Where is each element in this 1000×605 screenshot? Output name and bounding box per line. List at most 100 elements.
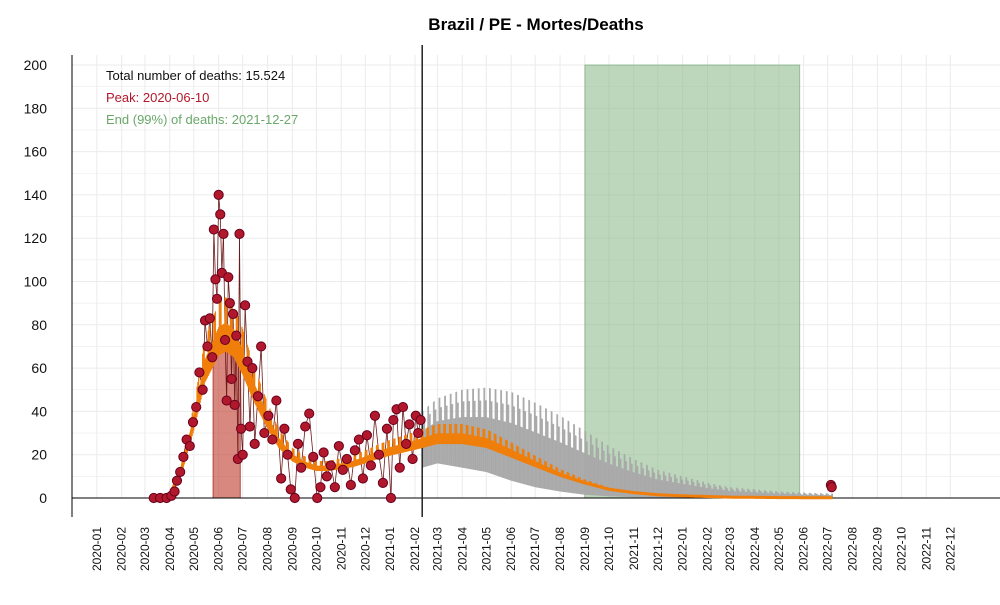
x-tick-label: 2021-01 [383, 527, 397, 571]
observed-point [197, 384, 208, 395]
observed-point [207, 352, 218, 363]
x-tick-label: 2020-04 [163, 527, 177, 571]
observed-point [211, 293, 223, 304]
observed-point [341, 453, 352, 465]
observed-point [279, 423, 290, 434]
x-tick-label: 2022-01 [676, 527, 690, 571]
observed-point [218, 228, 229, 239]
observed-point [289, 492, 300, 504]
observed-point [349, 445, 360, 456]
observed-point [357, 473, 369, 484]
observed-point [184, 440, 195, 452]
y-tick-label: 60 [31, 360, 47, 376]
observed-point [397, 401, 409, 413]
observed-point [252, 391, 264, 402]
observed-point [394, 462, 405, 473]
x-tick-label: 2022-10 [894, 527, 908, 571]
observed-connector [308, 413, 314, 457]
observed-point [235, 423, 247, 434]
observed-point [329, 482, 340, 493]
y-tick-label: 80 [31, 317, 47, 333]
x-tick-label: 2021-06 [504, 527, 518, 571]
observed-point [175, 466, 186, 478]
x-tick-label: 2020-07 [236, 527, 250, 571]
observed-point [256, 341, 267, 352]
observed-point [282, 449, 293, 460]
observed-point [249, 438, 260, 449]
y-tick-labels: 0 20 40 60 80 100 120 140 160 180 200 [24, 57, 48, 506]
y-tick-label: 20 [31, 447, 47, 463]
observed-point [373, 449, 385, 460]
observed-point [191, 401, 202, 413]
end-band-rect [584, 64, 801, 499]
observed-point [224, 298, 235, 309]
observed-connector [219, 214, 223, 273]
x-tick-label: 2021-02 [408, 527, 422, 571]
observed-point [187, 417, 199, 428]
observed-connector [412, 415, 417, 460]
observed-point [377, 477, 389, 488]
x-tick-label: 2020-05 [187, 527, 201, 571]
observed-point [213, 189, 224, 200]
observed-point [227, 308, 239, 320]
y-tick-label: 40 [31, 403, 47, 419]
observed-point [259, 427, 270, 439]
x-tick-label: 2021-05 [479, 527, 493, 571]
observed-point [276, 473, 287, 484]
observed-point [333, 440, 344, 452]
observed-point [178, 451, 189, 462]
peak-band [212, 341, 241, 499]
x-tick-label: 2021-03 [430, 527, 444, 571]
x-tick-label: 2022-09 [870, 527, 884, 571]
observed-point [231, 330, 242, 341]
x-tick-label: 2020-09 [285, 527, 299, 571]
observed-point [401, 438, 412, 449]
chart-title: Brazil / PE - Mortes/Deaths [428, 15, 643, 34]
observed-point [229, 399, 240, 411]
x-tick-label: 2022-02 [700, 527, 714, 571]
x-tick-label: 2021-11 [627, 527, 641, 570]
x-tick-label: 2020-11 [334, 527, 348, 570]
observed-connector [312, 456, 318, 499]
observed-connector [287, 454, 292, 490]
annotation-end: End (99%) of deaths: 2021-12-27 [106, 112, 298, 127]
observed-point [388, 414, 399, 426]
observed-point [204, 313, 215, 324]
observed-point [353, 434, 364, 445]
observed-point [404, 419, 415, 430]
end-band [584, 64, 801, 499]
observed-point [285, 484, 296, 495]
x-tick-label: 2021-07 [528, 527, 542, 571]
observed-point [239, 300, 251, 311]
y-tick-label: 120 [24, 230, 48, 246]
x-tick-label: 2020-02 [115, 527, 129, 571]
observed-point [271, 395, 282, 406]
observed-point [304, 408, 315, 419]
observed-point [365, 460, 377, 471]
observed-point [202, 341, 213, 352]
x-tick-label: 2021-04 [455, 527, 469, 571]
observed-point [308, 451, 319, 462]
x-tick-label: 2022-08 [846, 527, 860, 571]
x-tick-label: 2020-10 [309, 527, 323, 571]
observed-point [171, 475, 183, 486]
observed-point [237, 449, 248, 460]
peak-band-rect [212, 341, 241, 499]
x-tick-label: 2022-05 [772, 527, 786, 571]
observed-point [219, 334, 231, 346]
x-tick-label: 2020-08 [261, 527, 275, 571]
observed-connector [211, 229, 215, 358]
observed-point [345, 479, 356, 491]
x-tick-label: 2020-01 [90, 527, 104, 571]
observed-point [325, 460, 336, 471]
x-tick-label: 2020-06 [212, 527, 226, 571]
observed-points [148, 189, 837, 504]
observed-point [413, 427, 424, 439]
observed-connector [386, 428, 392, 499]
observed-point [215, 209, 226, 220]
annotation-peak: Peak: 2020-06-10 [106, 90, 209, 105]
y-tick-label: 100 [24, 274, 48, 290]
fit-curve [151, 297, 834, 500]
